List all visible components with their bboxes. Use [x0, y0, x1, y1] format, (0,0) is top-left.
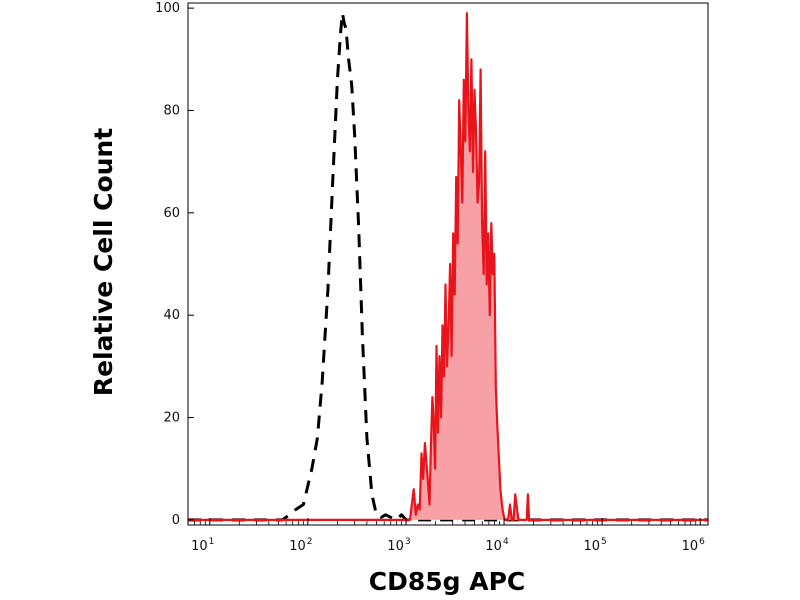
- x-tick-label: 101: [191, 537, 214, 554]
- plot-area: [188, 11, 708, 522]
- y-tick-label: 40: [163, 308, 180, 323]
- y-tick-label: 100: [155, 1, 180, 16]
- x-axis-title: CD85g APC: [369, 567, 526, 596]
- x-tick-label: 103: [387, 537, 410, 554]
- y-tick-label: 20: [163, 411, 180, 426]
- x-tick-exponent: 6: [699, 537, 705, 547]
- x-tick-exponent: 2: [307, 537, 313, 547]
- plot-frame: [187, 2, 709, 526]
- series-1-area-fill: [188, 13, 708, 520]
- y-tick-label: 0: [172, 513, 180, 528]
- x-tick-label: 102: [289, 537, 312, 554]
- x-tick-exponent: 3: [405, 537, 411, 547]
- series-1-line: [188, 12, 708, 521]
- x-tick-label: 104: [485, 537, 509, 554]
- y-tick-label: 80: [163, 103, 180, 118]
- x-tick-exponent: 5: [601, 537, 607, 547]
- y-axis-title: Relative Cell Count: [89, 128, 118, 396]
- y-tick-label: 60: [163, 206, 180, 221]
- plot-border: [187, 2, 709, 526]
- series-0-dashed-line: [188, 11, 708, 522]
- x-tick-exponent: 4: [503, 537, 509, 547]
- x-tick-label: 105: [583, 537, 606, 554]
- x-tick-label: 106: [682, 537, 706, 554]
- x-tick-exponent: 1: [209, 537, 215, 547]
